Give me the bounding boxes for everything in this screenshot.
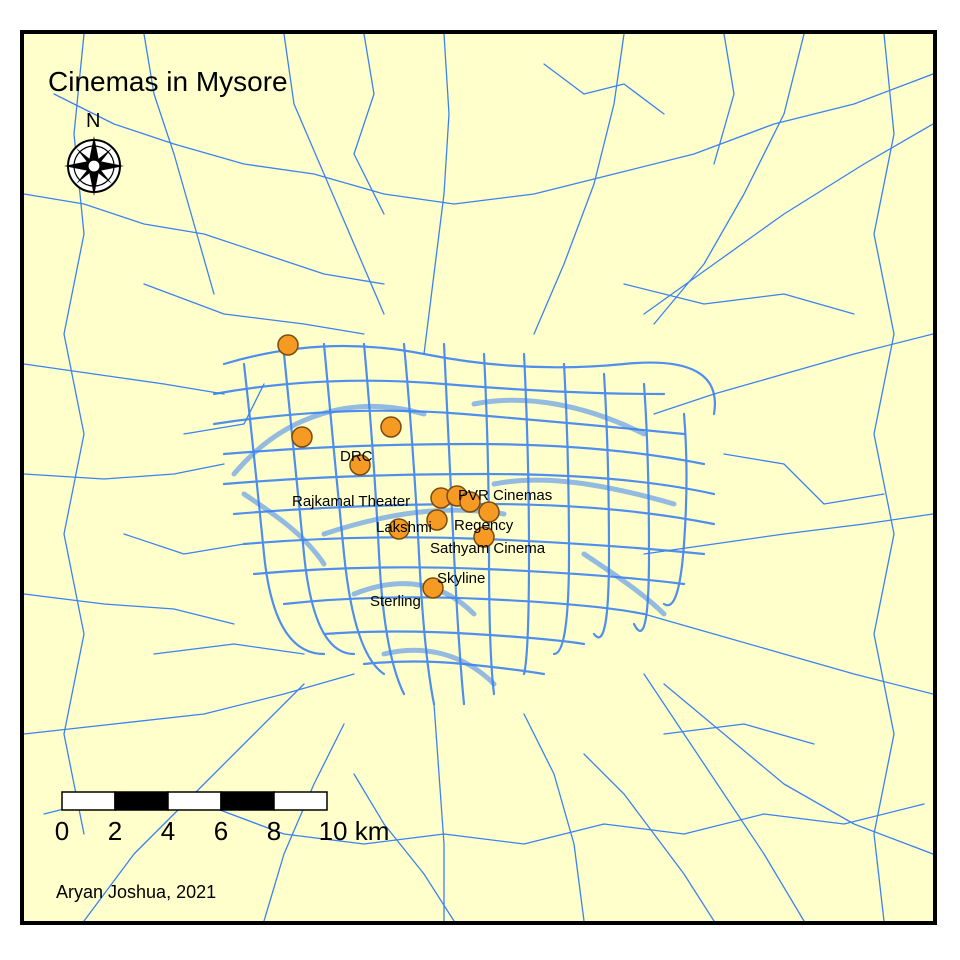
scale-tick-label: 6: [213, 816, 229, 846]
compass-rose-icon: [64, 136, 124, 196]
cinema-markers: [277, 334, 500, 599]
map-frame: DRC Rajkamal Theater PVR Cinemas Lakshmi…: [20, 30, 937, 925]
cinema-labels: DRC Rajkamal Theater PVR Cinemas Lakshmi…: [292, 448, 552, 610]
scale-bar: [61, 791, 328, 811]
cinema-marker[interactable]: [291, 426, 313, 448]
map-credit: Aryan Joshua, 2021: [56, 882, 217, 902]
scale-tick-label: 8: [266, 816, 282, 846]
scale-tick-label: 2: [107, 816, 123, 846]
cinema-marker[interactable]: [426, 509, 448, 531]
scale-tick-label: 0: [54, 816, 70, 846]
cinema-marker[interactable]: [277, 334, 299, 356]
cinema-label: Lakshmi: [376, 519, 432, 536]
cinema-marker[interactable]: [473, 526, 495, 548]
cinema-label: Regency: [454, 517, 514, 534]
cinema-marker[interactable]: [422, 577, 444, 599]
scale-tick-label: 10 km: [318, 816, 390, 846]
map-title: Cinemas in Mysore: [48, 66, 288, 97]
north-label: N: [86, 110, 101, 132]
road-network: [24, 34, 933, 921]
cinema-marker[interactable]: [459, 491, 481, 513]
cinema-marker[interactable]: [388, 518, 410, 540]
cinema-marker[interactable]: [349, 454, 371, 476]
cinema-label: Rajkamal Theater: [292, 493, 410, 510]
cinema-label: Sterling: [370, 593, 421, 610]
cinema-label: Sathyam Cinema: [430, 540, 546, 557]
cinema-marker[interactable]: [380, 416, 402, 438]
cinema-label: PVR Cinemas: [458, 487, 552, 504]
cinema-label: Skyline: [437, 570, 485, 587]
map-canvas[interactable]: DRC Rajkamal Theater PVR Cinemas Lakshmi…: [24, 34, 933, 921]
cinema-label: DRC: [340, 448, 373, 465]
scale-tick-label: 4: [160, 816, 176, 846]
cinema-marker[interactable]: [478, 501, 500, 523]
